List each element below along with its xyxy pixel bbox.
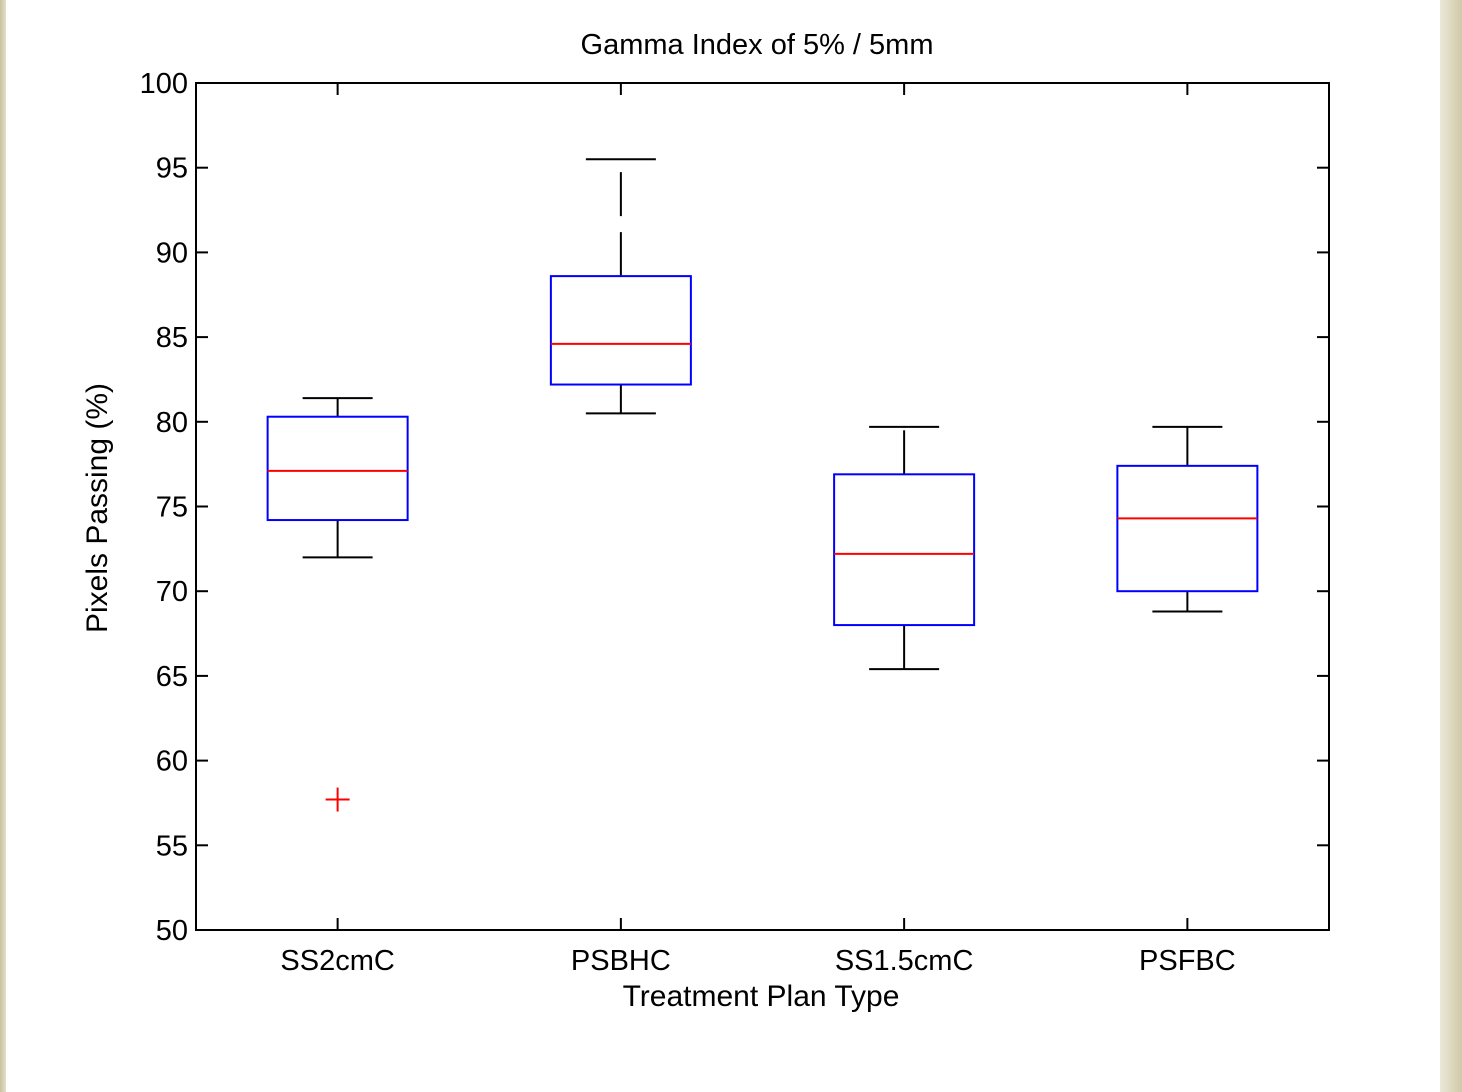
iqr-box (1116, 464, 1259, 593)
boxplot-chart: Gamma Index of 5% / 5mm 50 55 60 65 70 75 80 85… (81, 29, 1330, 1013)
plot-area-frame (195, 82, 1330, 931)
y-tick-label: 70 (156, 576, 188, 608)
box-series (266, 158, 1259, 812)
x-axis: SS2cmC PSBHC SS1.5cmC PSFBC (280, 83, 1236, 977)
y-axis-label: Pixels Passing (%) (81, 383, 114, 633)
y-tick-label: 95 (156, 153, 188, 185)
box-group (549, 158, 692, 415)
y-tick-label: 85 (156, 322, 188, 354)
y-tick-label: 75 (156, 492, 188, 524)
box-group (1116, 425, 1259, 613)
x-tick-label: SS1.5cmC (835, 945, 974, 977)
outlier-marker (325, 787, 350, 812)
x-tick-label: SS2cmC (280, 945, 394, 977)
x-tick-label: PSBHC (571, 945, 671, 977)
left-border-strip (0, 0, 6, 1092)
y-tick-label: 65 (156, 661, 188, 693)
y-tick-label: 100 (140, 68, 188, 100)
figure-canvas: Gamma Index of 5% / 5mm 50 55 60 65 70 75 80 85… (6, 0, 1440, 1092)
iqr-box (549, 275, 692, 386)
x-axis-label: Treatment Plan Type (623, 980, 900, 1013)
y-axis: 50 55 60 65 70 75 80 85 90 95 100 (140, 68, 1329, 947)
x-tick-label: PSFBC (1139, 945, 1236, 977)
box-group (833, 425, 976, 671)
box-group (266, 397, 409, 812)
iqr-box (833, 473, 976, 627)
right-border-strip (1440, 0, 1462, 1092)
y-tick-label: 50 (156, 915, 188, 947)
y-tick-label: 55 (156, 830, 188, 862)
y-tick-label: 90 (156, 237, 188, 269)
iqr-box (266, 415, 409, 522)
chart-title: Gamma Index of 5% / 5mm (581, 29, 934, 61)
y-tick-label: 60 (156, 746, 188, 778)
y-tick-label: 80 (156, 407, 188, 439)
